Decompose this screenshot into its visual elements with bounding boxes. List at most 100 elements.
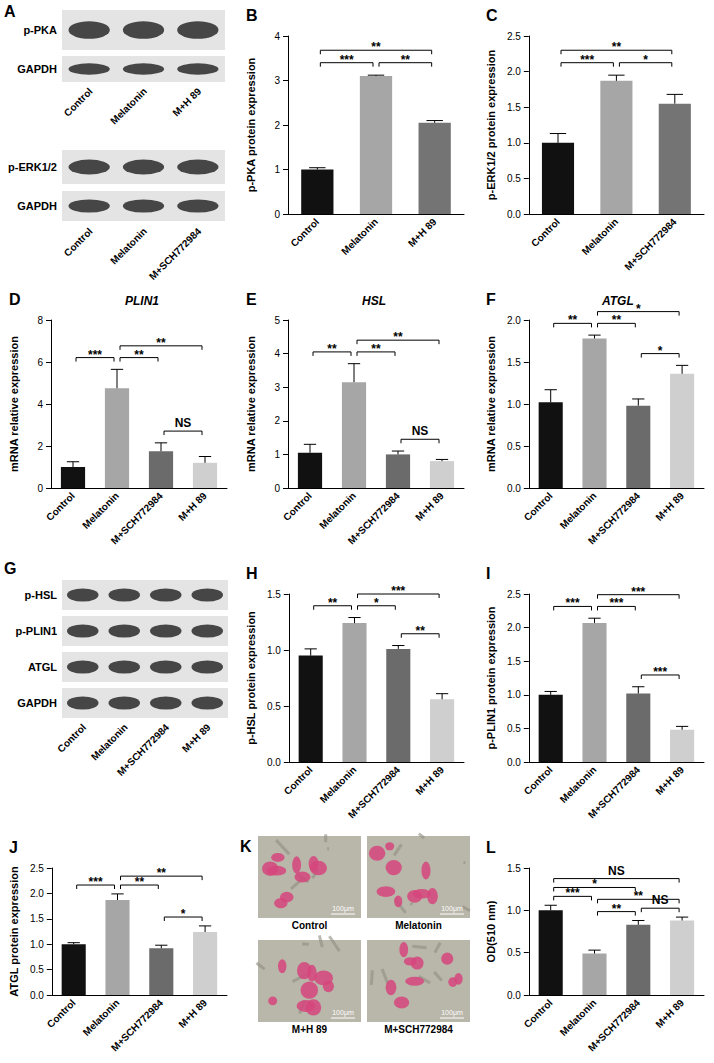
svg-text:0.0: 0.0 bbox=[507, 209, 521, 220]
svg-text:100μm: 100μm bbox=[332, 1009, 354, 1017]
svg-text:**: ** bbox=[157, 866, 167, 880]
svg-text:***: *** bbox=[653, 665, 667, 679]
svg-text:M+SCH772984: M+SCH772984 bbox=[109, 490, 166, 547]
svg-text:0: 0 bbox=[37, 483, 43, 494]
svg-text:0: 0 bbox=[274, 483, 280, 494]
svg-text:2.5: 2.5 bbox=[507, 31, 521, 42]
svg-text:2.5: 2.5 bbox=[30, 863, 44, 874]
svg-text:2: 2 bbox=[274, 120, 280, 131]
svg-text:0.5: 0.5 bbox=[507, 947, 521, 958]
svg-text:**: ** bbox=[134, 348, 144, 362]
svg-text:M+H 89: M+H 89 bbox=[292, 1024, 328, 1035]
svg-text:***: *** bbox=[566, 886, 580, 900]
svg-text:ATGL protein expression: ATGL protein expression bbox=[8, 866, 20, 997]
svg-text:***: *** bbox=[631, 585, 645, 599]
svg-text:p-ERK1/2 protein expression: p-ERK1/2 protein expression bbox=[485, 50, 497, 201]
svg-text:M+SCH772984: M+SCH772984 bbox=[622, 216, 679, 273]
svg-text:M+H 89: M+H 89 bbox=[180, 721, 213, 754]
svg-text:M+SCH772984: M+SCH772984 bbox=[346, 764, 403, 821]
svg-text:*: * bbox=[643, 53, 648, 67]
svg-text:**: ** bbox=[416, 624, 426, 638]
svg-text:0: 0 bbox=[274, 209, 280, 220]
svg-text:1.5: 1.5 bbox=[30, 913, 44, 924]
svg-text:I: I bbox=[486, 565, 490, 582]
svg-text:***: *** bbox=[89, 875, 103, 889]
svg-text:1: 1 bbox=[274, 164, 280, 175]
svg-text:4: 4 bbox=[37, 399, 43, 410]
svg-text:M+SCH772984: M+SCH772984 bbox=[384, 1024, 453, 1035]
svg-text:PLIN1: PLIN1 bbox=[125, 294, 159, 308]
svg-text:Melatonin: Melatonin bbox=[108, 86, 149, 127]
svg-text:**: ** bbox=[612, 40, 622, 54]
svg-text:M+SCH772984: M+SCH772984 bbox=[586, 997, 643, 1054]
svg-text:Control: Control bbox=[45, 997, 78, 1030]
svg-text:1.5: 1.5 bbox=[507, 863, 521, 874]
svg-text:Control: Control bbox=[522, 997, 555, 1030]
svg-text:1.0: 1.0 bbox=[507, 689, 521, 700]
svg-text:*: * bbox=[592, 877, 597, 891]
svg-text:Melatonin: Melatonin bbox=[339, 216, 380, 257]
svg-text:G: G bbox=[4, 560, 16, 577]
svg-text:M+H 89: M+H 89 bbox=[176, 490, 209, 523]
svg-text:p-PLIN1: p-PLIN1 bbox=[15, 625, 57, 637]
svg-text:1.5: 1.5 bbox=[507, 102, 521, 113]
svg-text:E: E bbox=[246, 291, 257, 308]
svg-text:**: ** bbox=[401, 53, 411, 67]
svg-text:0.5: 0.5 bbox=[30, 964, 44, 975]
svg-text:M+SCH772984: M+SCH772984 bbox=[115, 721, 172, 778]
svg-text:0.5: 0.5 bbox=[507, 441, 521, 452]
svg-text:Melatonin: Melatonin bbox=[317, 490, 358, 531]
svg-text:Melatonin: Melatonin bbox=[558, 764, 599, 805]
svg-text:M+H 89: M+H 89 bbox=[176, 997, 209, 1030]
svg-text:Control: Control bbox=[62, 225, 95, 258]
svg-text:HSL: HSL bbox=[362, 294, 386, 308]
svg-text:0.0: 0.0 bbox=[30, 990, 44, 1001]
svg-text:H: H bbox=[246, 565, 258, 582]
svg-text:Melatonin: Melatonin bbox=[395, 920, 442, 931]
svg-text:D: D bbox=[9, 291, 21, 308]
svg-text:Control: Control bbox=[55, 721, 88, 754]
svg-text:Control: Control bbox=[281, 490, 314, 523]
svg-text:1: 1 bbox=[274, 449, 280, 460]
svg-text:K: K bbox=[240, 838, 252, 855]
svg-text:0.0: 0.0 bbox=[507, 483, 521, 494]
svg-text:F: F bbox=[486, 291, 496, 308]
svg-text:0.5: 0.5 bbox=[267, 701, 281, 712]
svg-text:1.0: 1.0 bbox=[507, 399, 521, 410]
svg-text:2.0: 2.0 bbox=[507, 66, 521, 77]
svg-text:NS: NS bbox=[412, 424, 429, 438]
svg-text:**: ** bbox=[612, 313, 622, 327]
svg-text:**: ** bbox=[371, 342, 381, 356]
svg-text:2.0: 2.0 bbox=[507, 622, 521, 633]
svg-text:GAPDH: GAPDH bbox=[17, 200, 57, 212]
svg-text:**: ** bbox=[156, 336, 166, 350]
svg-text:Control: Control bbox=[522, 764, 555, 797]
svg-text:8: 8 bbox=[37, 315, 43, 326]
svg-text:1.0: 1.0 bbox=[507, 905, 521, 916]
svg-text:p-ERK1/2: p-ERK1/2 bbox=[8, 161, 57, 173]
svg-text:Control: Control bbox=[62, 85, 95, 118]
svg-text:1.0: 1.0 bbox=[30, 939, 44, 950]
svg-text:M+H 89: M+H 89 bbox=[171, 85, 204, 118]
svg-text:**: ** bbox=[612, 902, 622, 916]
svg-text:2.0: 2.0 bbox=[507, 315, 521, 326]
svg-text:mRNA relative expression: mRNA relative expression bbox=[485, 336, 497, 472]
svg-text:1.5: 1.5 bbox=[267, 589, 281, 600]
svg-text:Melatonin: Melatonin bbox=[558, 490, 599, 531]
svg-text:4: 4 bbox=[274, 31, 280, 42]
svg-text:p-PKA protein expression: p-PKA protein expression bbox=[245, 57, 257, 192]
svg-text:p-HSL protein expression: p-HSL protein expression bbox=[245, 611, 257, 745]
svg-text:1.5: 1.5 bbox=[507, 656, 521, 667]
svg-text:5: 5 bbox=[274, 315, 280, 326]
svg-text:M+H 89: M+H 89 bbox=[413, 490, 446, 523]
svg-text:2: 2 bbox=[274, 415, 280, 426]
svg-text:***: *** bbox=[580, 53, 594, 67]
svg-text:Melatonin: Melatonin bbox=[580, 216, 621, 257]
svg-text:Control: Control bbox=[522, 490, 555, 523]
svg-text:*: * bbox=[636, 302, 641, 316]
svg-text:Melatonin: Melatonin bbox=[108, 226, 149, 267]
svg-text:p-PLIN1 protein expression: p-PLIN1 protein expression bbox=[485, 606, 497, 749]
svg-text:A: A bbox=[4, 3, 16, 20]
svg-text:**: ** bbox=[371, 40, 381, 54]
svg-text:Control: Control bbox=[529, 216, 562, 249]
